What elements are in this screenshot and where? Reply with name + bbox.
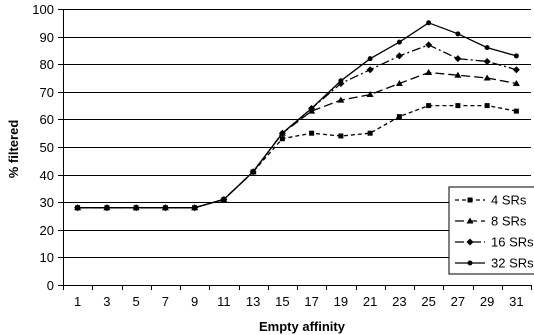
- x-tick-label: 17: [304, 294, 318, 309]
- data-point: [426, 20, 432, 26]
- data-point: [133, 205, 139, 211]
- x-tick-label: 1: [74, 294, 81, 309]
- data-point: [455, 31, 461, 37]
- gridlines: [63, 9, 531, 286]
- x-tick-labels: 1 3 5 7 9 11 13 15 17 19 21 23 25 27 29 31: [74, 294, 524, 309]
- data-point: [337, 96, 345, 103]
- series-line: [77, 44, 517, 209]
- legend-box: [448, 186, 534, 275]
- data-point: [279, 130, 285, 136]
- legend-marker: [467, 260, 473, 266]
- data-point: [162, 205, 168, 211]
- axes: [58, 9, 532, 290]
- y-tick-label: 20: [40, 223, 54, 238]
- data-point: [513, 53, 519, 59]
- legend-label: 8 SRs: [491, 214, 527, 229]
- y-tick-label: 40: [40, 168, 54, 183]
- data-point: [366, 91, 374, 98]
- legend-marker: [466, 217, 474, 224]
- y-tick-labels: 0 10 20 30 40 50 60 70 80 90 100: [32, 2, 54, 293]
- data-point: [454, 55, 462, 63]
- data-point: [483, 57, 491, 65]
- legend-marker: [466, 238, 474, 246]
- data-point: [395, 80, 403, 87]
- y-tick-label: 50: [40, 140, 54, 155]
- x-tick-label: 31: [509, 294, 523, 309]
- x-tick-label: 27: [451, 294, 465, 309]
- x-axis-label: Empty affinity: [259, 319, 346, 334]
- y-tick-label: 0: [47, 278, 54, 293]
- data-point: [338, 78, 344, 84]
- x-tick-label: 21: [363, 294, 377, 309]
- x-tick-label: 5: [133, 294, 140, 309]
- data-point: [512, 66, 520, 74]
- data-point: [484, 103, 490, 109]
- legend-label: 4 SRs: [491, 193, 527, 208]
- data-point: [396, 114, 402, 120]
- data-point: [250, 169, 256, 175]
- y-tick-label: 90: [40, 30, 54, 45]
- x-tick-label: 19: [334, 294, 348, 309]
- x-tick-label: 13: [246, 294, 260, 309]
- x-tick-label: 29: [480, 294, 494, 309]
- series-32-srs: [75, 20, 519, 211]
- y-tick-label: 30: [40, 195, 54, 210]
- data-point: [512, 80, 520, 87]
- x-tick-label: 3: [103, 294, 110, 309]
- y-tick-label: 60: [40, 112, 54, 127]
- data-point: [104, 205, 110, 211]
- series-line: [77, 22, 517, 209]
- x-tick-label: 9: [191, 294, 198, 309]
- x-tick-label: 25: [421, 294, 435, 309]
- x-tick-label: 11: [217, 294, 231, 309]
- data-point: [279, 136, 285, 142]
- y-axis-label: % filtered: [6, 120, 21, 179]
- data-point: [483, 74, 491, 81]
- data-point: [309, 130, 315, 136]
- x-tick-label: 7: [162, 294, 169, 309]
- x-tick-label: 15: [275, 294, 289, 309]
- data-point: [426, 103, 432, 109]
- data-point: [367, 56, 373, 62]
- data-point: [221, 196, 227, 202]
- y-tick-label: 10: [40, 250, 54, 265]
- legend-label: 16 SRs: [491, 235, 534, 250]
- data-point: [75, 205, 81, 211]
- y-tick-label: 70: [40, 85, 54, 100]
- data-point: [425, 41, 433, 49]
- data-point: [454, 71, 462, 78]
- data-point: [367, 130, 373, 136]
- legend-marker: [467, 197, 473, 203]
- series-group: [74, 20, 520, 212]
- data-point: [395, 52, 403, 60]
- legend: 4 SRs 8 SRs 16 SRs 32 SRs: [448, 186, 534, 275]
- data-point: [366, 66, 374, 74]
- data-point: [484, 45, 490, 51]
- data-point: [425, 68, 433, 75]
- data-point: [513, 108, 519, 114]
- data-point: [455, 103, 461, 109]
- data-point: [309, 105, 315, 111]
- x-tick-label: 23: [392, 294, 406, 309]
- legend-label: 32 SRs: [491, 256, 534, 271]
- data-point: [338, 133, 344, 139]
- series-16-srs: [74, 41, 520, 212]
- y-tick-label: 100: [32, 2, 54, 17]
- data-point: [396, 39, 402, 45]
- y-tick-label: 80: [40, 57, 54, 72]
- data-point: [192, 205, 198, 211]
